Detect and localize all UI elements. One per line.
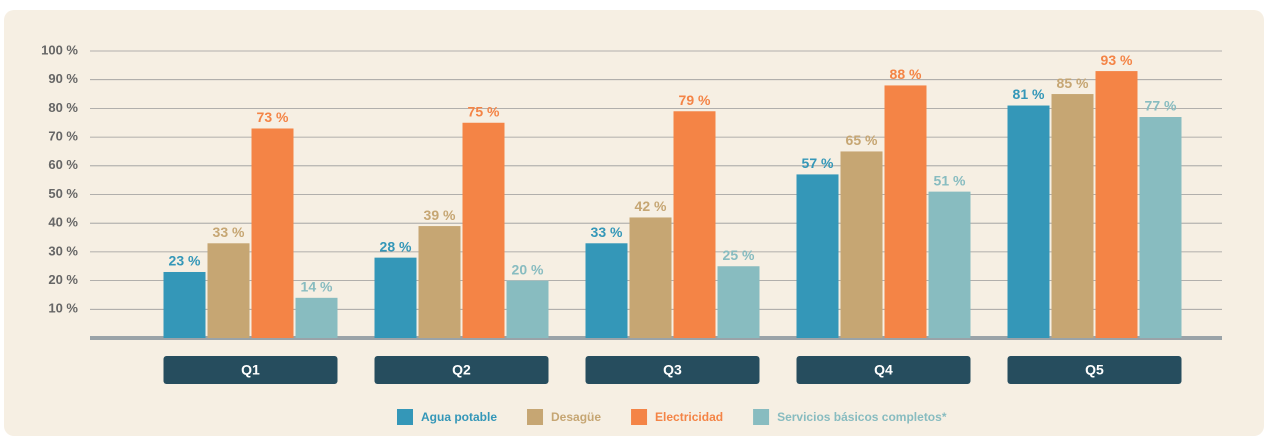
legend-swatch bbox=[753, 409, 770, 425]
data-label: 75 % bbox=[468, 103, 500, 119]
legend-label: Agua potable bbox=[421, 410, 497, 424]
bar bbox=[717, 266, 760, 338]
data-label: 42 % bbox=[635, 198, 667, 214]
legend-swatch bbox=[631, 409, 648, 425]
category-box bbox=[585, 356, 760, 384]
bar bbox=[585, 243, 628, 338]
data-label: 81 % bbox=[1013, 86, 1045, 102]
data-label: 25 % bbox=[723, 247, 755, 263]
x-tick-label: Q4 bbox=[874, 362, 893, 378]
category-box bbox=[1007, 356, 1182, 384]
data-label: 79 % bbox=[679, 92, 711, 108]
y-tick-label: 30 % bbox=[48, 243, 78, 258]
x-tick-label: Q3 bbox=[663, 362, 682, 378]
bar bbox=[163, 271, 206, 338]
bar bbox=[796, 174, 839, 338]
bar bbox=[1007, 105, 1050, 338]
bar bbox=[506, 280, 549, 338]
data-label: 33 % bbox=[591, 224, 623, 240]
data-label: 14 % bbox=[301, 279, 333, 295]
legend-swatch bbox=[397, 409, 413, 425]
legend-label: Servicios básicos completos* bbox=[777, 410, 947, 424]
y-tick-label: 60 % bbox=[48, 157, 78, 172]
y-tick-label: 20 % bbox=[48, 272, 78, 287]
x-tick-label: Q2 bbox=[452, 362, 471, 378]
legend-label: Desagüe bbox=[551, 410, 601, 424]
legend-swatch bbox=[527, 409, 544, 425]
y-tick-label: 40 % bbox=[48, 215, 78, 230]
bar bbox=[1095, 71, 1138, 338]
data-label: 39 % bbox=[424, 207, 456, 223]
data-label: 57 % bbox=[802, 155, 834, 171]
bar bbox=[884, 85, 927, 338]
y-tick-label: 100 % bbox=[41, 42, 78, 57]
bar bbox=[207, 243, 250, 338]
category-box bbox=[374, 356, 549, 384]
data-label: 51 % bbox=[934, 172, 966, 188]
bar bbox=[251, 128, 294, 338]
bar bbox=[295, 297, 338, 338]
y-tick-label: 50 % bbox=[48, 186, 78, 201]
bar bbox=[928, 191, 971, 338]
data-label: 73 % bbox=[257, 109, 289, 125]
category-box bbox=[163, 356, 338, 384]
data-label: 23 % bbox=[169, 253, 201, 269]
bar bbox=[673, 111, 716, 339]
x-tick-label: Q1 bbox=[241, 362, 260, 378]
y-tick-label: 90 % bbox=[48, 71, 78, 86]
data-label: 77 % bbox=[1145, 98, 1177, 114]
data-label: 33 % bbox=[213, 224, 245, 240]
bar bbox=[840, 151, 883, 338]
legend-label: Electricidad bbox=[655, 410, 723, 424]
bar bbox=[462, 122, 505, 338]
bar bbox=[418, 226, 461, 338]
data-label: 85 % bbox=[1057, 75, 1089, 91]
category-box bbox=[796, 356, 971, 384]
y-tick-label: 10 % bbox=[48, 301, 78, 316]
data-label: 88 % bbox=[890, 66, 922, 82]
x-tick-label: Q5 bbox=[1085, 362, 1104, 378]
y-tick-label: 80 % bbox=[48, 100, 78, 115]
y-tick-label: 70 % bbox=[48, 129, 78, 144]
bar bbox=[1051, 94, 1094, 338]
data-label: 65 % bbox=[846, 132, 878, 148]
data-label: 28 % bbox=[380, 238, 412, 254]
bar bbox=[1139, 117, 1182, 338]
bar bbox=[374, 257, 417, 338]
data-label: 93 % bbox=[1101, 52, 1133, 68]
bar bbox=[629, 217, 672, 338]
data-label: 20 % bbox=[512, 261, 544, 277]
